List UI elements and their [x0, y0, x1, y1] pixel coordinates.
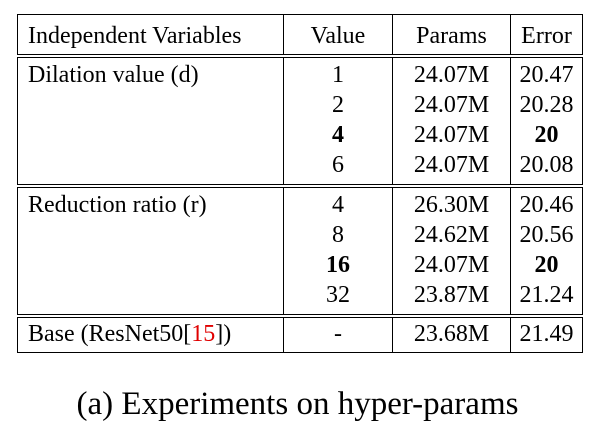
reduction-group: Reduction ratio (r) 4 26.30M 20.46 8 24.…: [17, 184, 583, 316]
cell-params: 23.68M: [392, 314, 511, 353]
base-group: Base (ResNet50[15]) - 23.68M 21.49: [17, 314, 583, 353]
cell-value: -: [283, 314, 393, 353]
cell-value: 2: [283, 90, 393, 120]
empty-cell: [18, 220, 284, 250]
cell-value: 1: [283, 54, 393, 90]
empty-cell: [18, 250, 284, 280]
cell-error: 21.49: [510, 314, 583, 353]
cell-params: 24.07M: [392, 120, 511, 150]
cell-error: 20.47: [510, 54, 583, 90]
cell-error: 20.56: [510, 220, 583, 250]
table-row: Reduction ratio (r) 4 26.30M 20.46: [17, 184, 583, 220]
table-row: 6 24.07M 20.08: [18, 150, 583, 186]
table-caption: (a) Experiments on hyper-params: [76, 386, 519, 422]
header-params: Params: [392, 14, 511, 56]
base-label: Base (ResNet50[15]): [17, 314, 284, 353]
cell-value: 32: [283, 280, 393, 316]
table-row: 2 24.07M 20.28: [18, 90, 583, 120]
cell-params: 26.30M: [392, 184, 511, 220]
empty-cell: [18, 280, 284, 316]
cell-error-best: 20: [510, 120, 583, 150]
base-label-suffix: ]): [215, 321, 232, 347]
dilation-group: Dilation value (d) 1 24.07M 20.47 2 24.0…: [17, 54, 583, 186]
cell-value-best: 16: [283, 250, 393, 280]
cell-error-best: 20: [510, 250, 583, 280]
cell-params: 23.87M: [392, 280, 511, 316]
cell-error: 21.24: [510, 280, 583, 316]
table-row: 4 24.07M 20: [18, 120, 583, 150]
header-value: Value: [283, 14, 393, 56]
cell-params: 24.07M: [392, 54, 511, 90]
cell-value-best: 4: [283, 120, 393, 150]
cell-error: 20.28: [510, 90, 583, 120]
table-row: 8 24.62M 20.56: [18, 220, 583, 250]
cell-value: 6: [283, 150, 393, 186]
group-label-dilation: Dilation value (d): [17, 54, 284, 90]
group-label-reduction: Reduction ratio (r): [17, 184, 284, 220]
table-row: 16 24.07M 20: [18, 250, 583, 280]
empty-cell: [18, 150, 284, 186]
hyperparam-table-container: Independent Variables Value Params Error…: [17, 14, 583, 353]
cell-params: 24.07M: [392, 90, 511, 120]
cell-params: 24.07M: [392, 250, 511, 280]
header-row: Independent Variables Value Params Error: [18, 14, 583, 56]
hyperparam-table: Independent Variables Value Params Error…: [17, 14, 583, 353]
empty-cell: [18, 90, 284, 120]
table-row: Dilation value (d) 1 24.07M 20.47: [17, 54, 583, 90]
header-independent-variables: Independent Variables: [28, 23, 242, 49]
cell-params: 24.62M: [392, 220, 511, 250]
base-label-prefix: Base (ResNet50[: [28, 321, 192, 347]
table-row: Base (ResNet50[15]) - 23.68M 21.49: [17, 314, 583, 353]
cell-value: 8: [283, 220, 393, 250]
cell-error: 20.08: [510, 150, 583, 186]
cell-value: 4: [283, 184, 393, 220]
citation-link[interactable]: 15: [191, 321, 216, 347]
table-row: 32 23.87M 21.24: [18, 280, 583, 316]
empty-cell: [18, 120, 284, 150]
cell-params: 24.07M: [392, 150, 511, 186]
header-error: Error: [510, 14, 583, 56]
cell-error: 20.46: [510, 184, 583, 220]
